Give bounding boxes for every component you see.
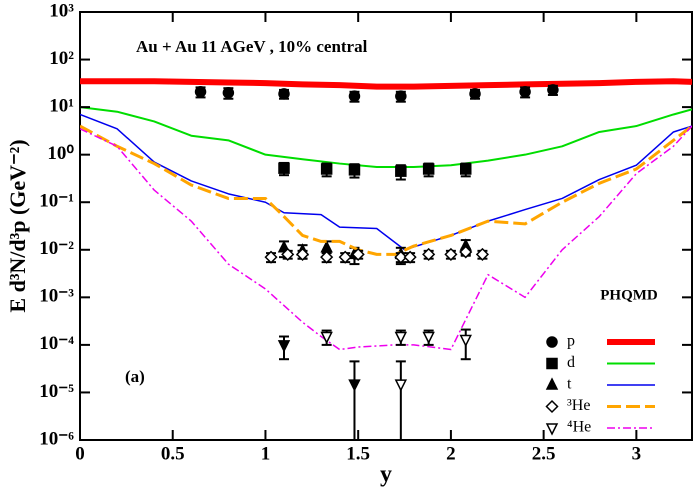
marker <box>422 247 436 261</box>
marker <box>194 86 207 98</box>
marker <box>320 331 333 345</box>
plot-frame <box>79 11 693 441</box>
model-line <box>80 124 692 256</box>
y-tick-label: 10³ <box>49 0 74 21</box>
marker <box>320 250 334 264</box>
legend-marker <box>545 399 559 414</box>
marker <box>278 162 290 174</box>
x-tick-label: 2.5 <box>532 443 556 464</box>
y-tick-label: 10¹ <box>49 95 74 116</box>
legend-label: d <box>567 354 575 371</box>
y-tick-label: 10⁻⁶ <box>39 428 74 449</box>
annotation: Au + Au 11 AGeV , 10% central <box>136 37 368 56</box>
x-tick-label: 0.5 <box>161 443 185 464</box>
x-tick-label: 2 <box>446 443 456 464</box>
marker <box>422 163 435 175</box>
marker <box>403 250 417 264</box>
x-axis-label: y <box>380 462 392 488</box>
marker <box>475 247 489 261</box>
legend-label: ⁴He <box>567 419 591 436</box>
marker <box>444 247 458 261</box>
y-tick-label: 10⁻⁵ <box>39 381 74 402</box>
marker <box>348 90 361 102</box>
marker <box>281 247 295 261</box>
marker <box>459 245 473 259</box>
marker <box>459 334 472 348</box>
marker <box>348 379 361 392</box>
y-tick-label: 10⁻³ <box>39 286 74 307</box>
marker <box>394 331 408 345</box>
legend-marker <box>545 377 559 390</box>
marker <box>422 331 435 345</box>
marker <box>351 247 365 261</box>
y-tick-label: 10⁻⁴ <box>39 333 74 354</box>
x-tick-label: 1.5 <box>346 443 370 464</box>
marker <box>320 240 333 253</box>
marker <box>395 90 407 102</box>
legend-label: p <box>567 333 575 350</box>
marker <box>278 88 290 100</box>
legend-marker <box>546 357 558 370</box>
y-tick-label: 10⁰ <box>47 143 74 164</box>
marker <box>264 250 278 264</box>
marker <box>395 165 407 177</box>
marker <box>394 379 408 392</box>
x-tick-label: 3 <box>632 443 642 464</box>
legend-marker <box>545 423 559 436</box>
y-axis-label: E d³N/d³p (GeV⁻²) <box>5 139 30 312</box>
marker <box>320 163 333 175</box>
marker <box>547 84 559 96</box>
y-tick-label: 10² <box>49 48 74 69</box>
legend-label: t <box>567 376 572 393</box>
x-tick-label: 1 <box>261 443 271 464</box>
plot-area <box>80 78 692 440</box>
marker <box>394 250 408 264</box>
marker <box>295 247 310 261</box>
y-tick-label: 10⁻¹ <box>39 191 74 212</box>
y-tick-label: 10⁻² <box>39 238 74 259</box>
legend-marker <box>546 336 558 348</box>
x-tick-label: 0 <box>75 443 85 464</box>
model-line <box>80 78 692 90</box>
marker <box>348 164 361 176</box>
marker <box>459 163 472 175</box>
marker <box>469 88 481 100</box>
panel-label: (a) <box>125 367 145 386</box>
legend-title: PHQMD <box>600 287 658 303</box>
model-line <box>80 125 692 351</box>
model-line <box>80 106 692 169</box>
marker <box>277 340 291 353</box>
legend-label: ³He <box>567 397 590 414</box>
marker <box>222 87 235 99</box>
marker <box>338 250 352 264</box>
marker <box>519 86 531 98</box>
model-line <box>80 113 692 251</box>
